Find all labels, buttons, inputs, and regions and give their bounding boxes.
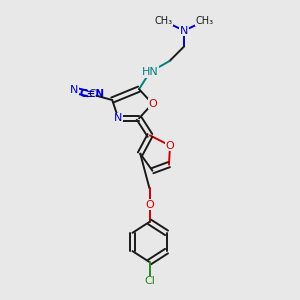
Text: O: O xyxy=(145,200,154,210)
Text: Cl: Cl xyxy=(144,276,155,286)
Text: C≡N: C≡N xyxy=(80,88,105,99)
Text: N: N xyxy=(180,26,188,36)
Text: HN: HN xyxy=(142,67,158,77)
Text: O: O xyxy=(148,99,157,109)
Text: CH₃: CH₃ xyxy=(196,16,214,26)
Text: CH₃: CH₃ xyxy=(154,16,172,26)
Text: C: C xyxy=(88,89,96,100)
Text: N: N xyxy=(114,113,122,123)
Text: O: O xyxy=(166,141,174,151)
Text: N: N xyxy=(70,85,79,95)
